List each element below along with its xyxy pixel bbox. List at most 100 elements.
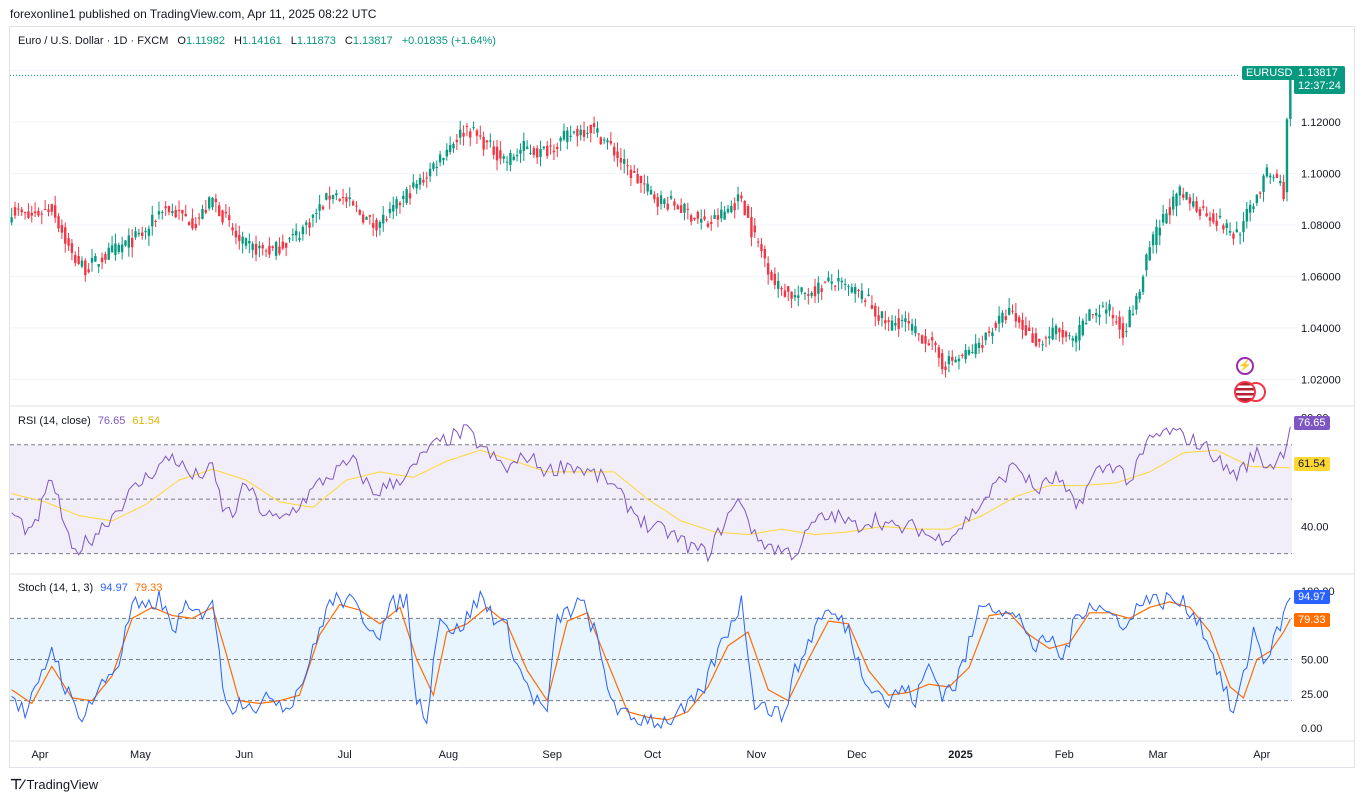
candle-body [612,146,616,156]
candle-body [17,208,20,210]
time-axis-tick: Feb [1055,749,1074,761]
candle-body [1208,217,1212,221]
candle-body [1014,313,1018,322]
candle-body [1048,336,1051,339]
stoch-axis-tick: 0.00 [1301,723,1322,735]
candle-body [499,150,502,159]
candle-body [549,145,552,147]
open-label: O [177,35,186,47]
candle-body [669,196,673,199]
candle-body [335,193,338,196]
candle-body [174,209,177,218]
candle-body [525,146,529,149]
candle-body [736,194,740,202]
candle-body [1178,186,1182,196]
price-axis-tick: 1.08000 [1301,220,1341,232]
lightning-icon[interactable]: ⚡ [1236,357,1254,375]
candle-body [1289,75,1292,119]
candle-body [288,238,291,240]
candle-body [1125,331,1128,333]
candle-body [529,153,532,155]
candle-body [107,247,110,260]
candle-body [1007,307,1011,315]
candle-body [981,344,984,348]
candle-body [224,211,228,214]
candle-body [238,234,241,241]
candle-body [860,290,864,300]
candle-body [281,241,285,249]
candle-body [800,287,803,292]
candle-body [927,343,931,346]
candle-body [716,215,720,220]
candle-body [157,211,161,215]
candle-body [251,243,254,250]
candle-body [1161,213,1165,223]
time-axis-tick: Nov [747,749,767,761]
candle-body [1212,213,1215,223]
candle-body [405,189,408,203]
candle-body [710,222,713,224]
candle-body [1272,177,1275,179]
candle-body [1151,234,1155,246]
candle-body [1081,320,1084,336]
candle-body [850,287,854,293]
candle-body [974,343,977,355]
candle-body [984,332,987,341]
candle-body [877,315,880,321]
candle-body [351,201,355,206]
candle-body [30,212,33,216]
stoch-k-value: 94.97 [100,582,128,594]
candle-body [977,342,981,349]
candle-body [1252,206,1255,210]
candle-body [753,225,756,233]
candle-body [1001,312,1004,323]
candle-body [1064,331,1068,337]
candle-body [1031,333,1034,343]
candle-body [586,132,589,134]
candle-body [1198,209,1202,216]
candle-body [141,232,144,237]
candle-body [890,320,894,331]
candle-body [258,245,261,249]
candle-body [653,194,656,200]
candle-body [284,242,288,248]
price-tag-countdown: 12:37:24 [1298,80,1341,92]
candle-body [606,140,609,143]
candle-body [1215,220,1218,226]
candle-body [130,237,134,248]
rsi-label: RSI (14, close) 76.65 61.54 [18,415,160,427]
candle-body [666,203,669,210]
candle-body [328,195,331,200]
candle-body [951,356,954,361]
candle-body [184,213,187,217]
candle-body [1108,304,1111,311]
candle-body [663,199,666,205]
candle-body [542,146,546,149]
candle-body [1188,197,1192,204]
candle-body [402,195,405,200]
candle-body [1011,310,1014,312]
candle-body [40,213,43,215]
candle-body [1185,191,1188,200]
candle-body [623,159,626,164]
candle-body [576,128,579,137]
close-value: 1.13817 [352,35,393,47]
candle-body [191,218,194,229]
candle-body [1094,313,1098,316]
candle-body [914,326,917,334]
stoch-d-line [11,601,1291,721]
candle-body [532,148,536,155]
candle-body [181,209,184,214]
price-axis-tick: 1.02000 [1301,374,1341,386]
candle-body [746,206,750,218]
footer-brand[interactable]: ⊤⁄ TradingView [10,776,98,793]
candle-body [294,231,298,236]
candle-body [602,139,606,141]
candle-body [827,277,830,282]
candle-body [53,205,57,218]
candle-body [833,285,837,287]
candle-body [971,352,974,354]
us-flag-event-icon[interactable] [1234,381,1256,403]
candle-body [1028,327,1031,331]
